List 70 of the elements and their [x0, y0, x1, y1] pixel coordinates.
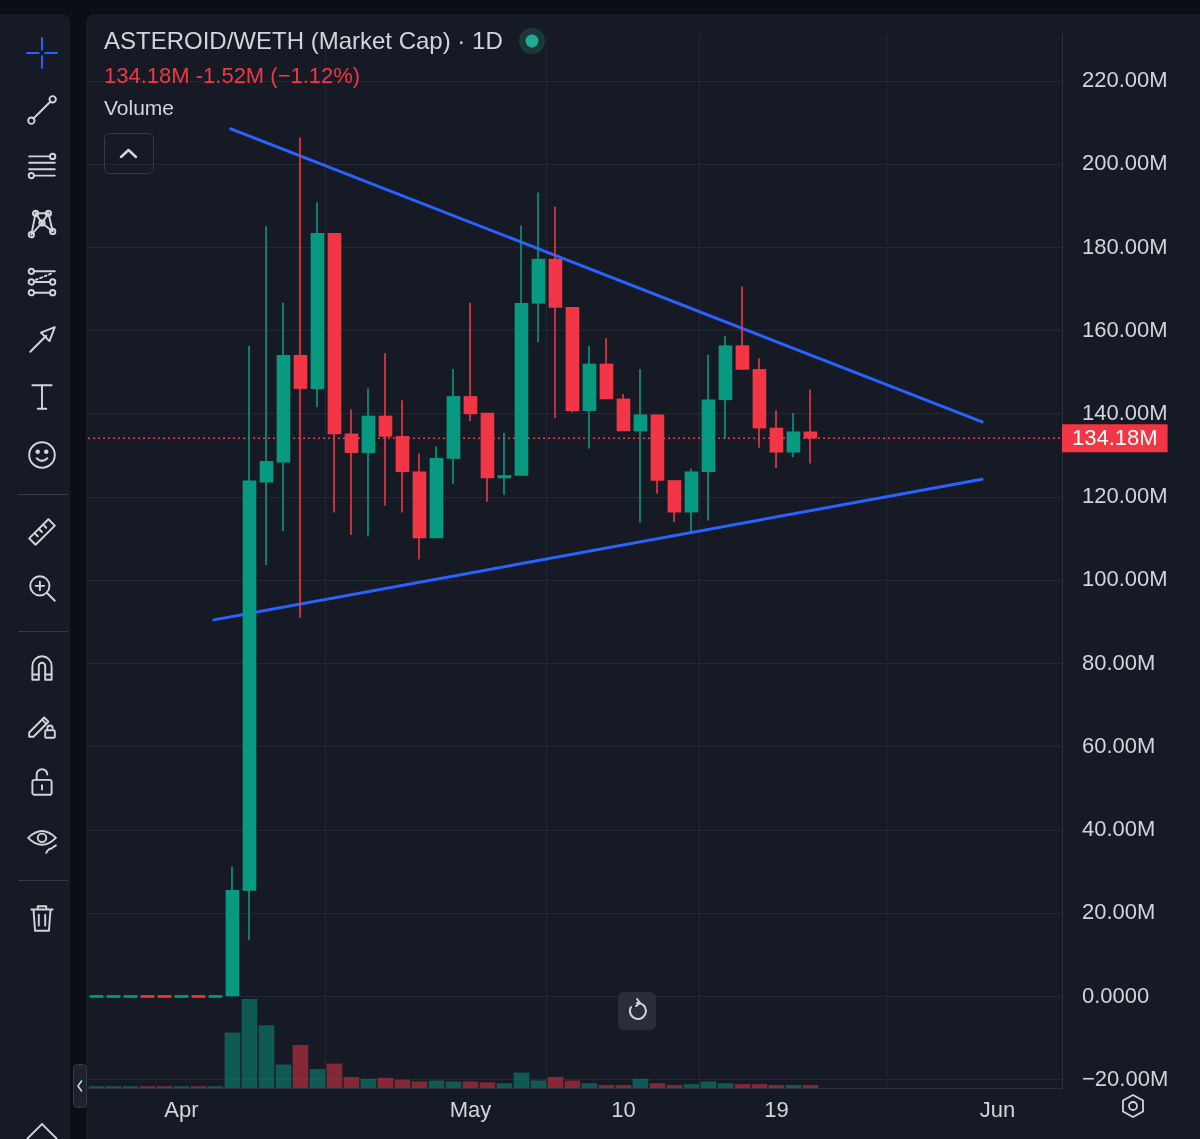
bar [343, 1076, 360, 1088]
candlestick [140, 995, 155, 998]
y-tick-label: 0.0000 [1082, 982, 1150, 1008]
y-tick-label: 20.00M [1082, 899, 1156, 925]
candlestick [157, 995, 172, 998]
bar [581, 1083, 598, 1088]
bar [360, 1078, 377, 1088]
bar [768, 1085, 785, 1088]
bar [445, 1081, 462, 1088]
bar [326, 1063, 343, 1088]
bar [292, 1044, 309, 1088]
bar [751, 1084, 768, 1088]
candlestick [463, 302, 478, 422]
chart-title: ASTEROID/WETH (Market Cap) · 1D [104, 27, 503, 55]
candlestick [633, 368, 648, 524]
bar [479, 1082, 496, 1088]
candlestick [174, 995, 189, 998]
y-tick-label: 200.00M [1082, 150, 1168, 176]
candlestick [89, 995, 104, 998]
y-tick-label: 100.00M [1082, 566, 1168, 592]
candlestick [497, 431, 512, 496]
bar [309, 1068, 326, 1088]
candlestick [123, 995, 138, 998]
y-tick-label: 140.00M [1082, 399, 1168, 425]
candlestick [191, 995, 206, 998]
bar [224, 1032, 241, 1088]
x-tick-label: Apr [164, 1097, 199, 1123]
bar [462, 1081, 479, 1088]
y-tick-label: 220.00M [1082, 67, 1168, 93]
bar [649, 1083, 666, 1088]
x-tick-label: 10 [611, 1097, 636, 1123]
bar [717, 1083, 734, 1088]
bar [632, 1078, 649, 1088]
bar [496, 1083, 513, 1088]
candlestick [208, 995, 223, 998]
y-tick-label: 120.00M [1082, 483, 1168, 509]
bar [547, 1076, 564, 1088]
y-tick-label: 80.00M [1082, 649, 1156, 675]
chart-title: Volume [104, 96, 175, 121]
candlestick [786, 412, 801, 458]
bar [683, 1084, 700, 1088]
bar [802, 1085, 819, 1088]
y-tick-label: 40.00M [1082, 816, 1156, 842]
bar [258, 1025, 275, 1088]
y-tick-label: 60.00M [1082, 732, 1156, 758]
bar [275, 1064, 292, 1088]
ref-line-label: 134.18M [1072, 425, 1158, 451]
candlestick [259, 225, 274, 566]
bar [666, 1085, 683, 1088]
x-tick-label: Jun [979, 1097, 1016, 1123]
bar [598, 1085, 615, 1088]
bar [734, 1084, 751, 1088]
text: 134.18M -1.52M (−1.12%) [104, 63, 361, 89]
bar [513, 1072, 530, 1088]
bar [564, 1080, 581, 1088]
bar [615, 1085, 632, 1088]
y-tick-label: 180.00M [1082, 233, 1168, 259]
candlestick [106, 995, 121, 998]
bar [428, 1080, 445, 1088]
x-tick-label: 19 [764, 1097, 789, 1123]
bar [785, 1085, 802, 1088]
bar [530, 1080, 547, 1088]
x-tick-label: May [449, 1097, 492, 1123]
bar [411, 1081, 428, 1088]
bar [377, 1077, 394, 1088]
bar [700, 1081, 717, 1088]
y-tick-label: 160.00M [1082, 316, 1168, 342]
y-tick-label: −20.00M [1082, 1065, 1169, 1091]
bar [394, 1079, 411, 1088]
bar [241, 999, 258, 1088]
